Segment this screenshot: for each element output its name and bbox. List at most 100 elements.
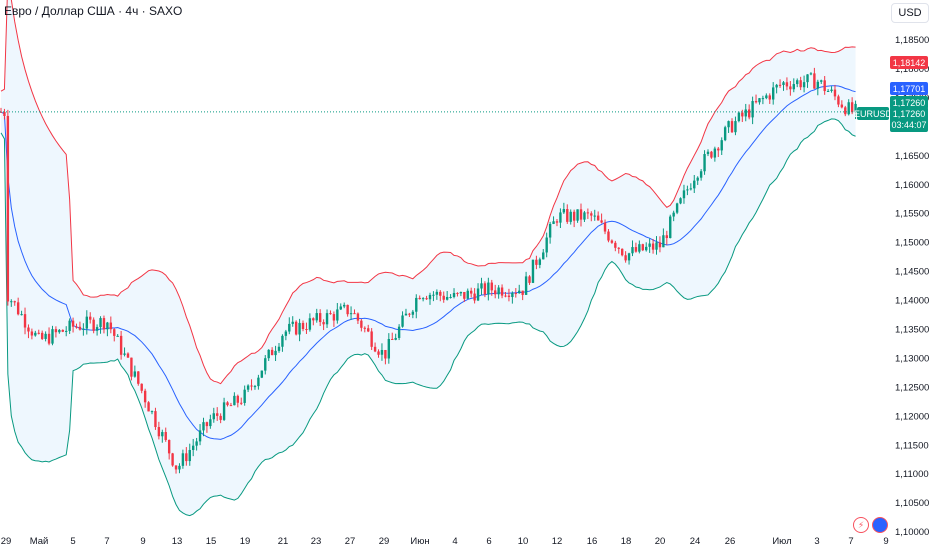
candle-body — [154, 411, 157, 428]
candle-body — [349, 313, 353, 315]
candle-body — [799, 80, 802, 88]
candle-body — [16, 302, 20, 315]
candle-body — [202, 422, 205, 431]
candle-body — [473, 293, 476, 301]
time-tick-label: 6 — [486, 536, 491, 547]
candle-body — [518, 290, 521, 294]
price-tick-label: 1,11500 — [895, 440, 929, 451]
candle-body — [720, 140, 723, 151]
candle-body — [298, 322, 301, 335]
candle-body — [343, 304, 346, 307]
time-tick-label: 7 — [104, 536, 109, 547]
candle-body — [284, 331, 288, 336]
candle-body — [236, 395, 240, 403]
candle-body — [679, 198, 682, 204]
candle-body — [209, 419, 212, 427]
band-fill — [1, 0, 856, 516]
candle-body — [542, 252, 545, 260]
time-tick-label: 26 — [725, 536, 736, 547]
symbol-tag — [857, 107, 889, 120]
price-axis[interactable]: 1,185001,180001,175001,165001,160001,155… — [895, 35, 929, 538]
time-tick-label: 13 — [172, 536, 183, 547]
candle-body — [439, 291, 442, 296]
candle-body — [627, 253, 631, 261]
lightning-icon[interactable]: ⚡ — [853, 517, 869, 533]
time-tick-label: Июн — [410, 536, 429, 547]
candle-body — [730, 121, 734, 133]
candle-body — [171, 453, 174, 466]
candle-body — [246, 385, 250, 390]
candle-body — [229, 405, 233, 407]
candle-body — [651, 243, 655, 250]
candle-body — [30, 331, 34, 336]
currency-button[interactable]: USD — [891, 3, 929, 23]
candle-body — [717, 148, 720, 151]
candle-body — [782, 82, 785, 86]
candle-body — [830, 89, 833, 91]
candle-body — [370, 331, 373, 347]
candle-body — [844, 107, 847, 115]
time-tick-label: 18 — [621, 536, 632, 547]
candle-body — [243, 389, 246, 403]
price-tick-label: 1,14500 — [895, 267, 929, 278]
time-tick-label: 29 — [1, 536, 12, 547]
time-axis[interactable]: 29 Май 5 7 9 13 15 19 21 23 27 29 Июн 4 6 10 12 16 18 20 24 2… — [1, 536, 889, 547]
price-tick-label: 1,18500 — [895, 35, 929, 46]
candle-body — [384, 349, 387, 359]
time-tick-label: Май — [30, 536, 49, 547]
price-tick-label: 1,15000 — [895, 238, 929, 249]
candle-body — [119, 335, 123, 355]
candle-body — [174, 465, 178, 470]
candle-body — [130, 357, 133, 377]
candle-body — [61, 329, 64, 332]
candle-body — [140, 383, 143, 391]
candle-body — [850, 102, 854, 113]
candle-body — [3, 111, 6, 116]
candle-body — [706, 151, 710, 155]
candle-body — [826, 90, 830, 92]
candle-body — [778, 84, 782, 86]
candle-body — [123, 353, 126, 355]
candle-body — [367, 328, 370, 332]
candle-body — [92, 319, 95, 331]
candle-body — [833, 89, 837, 97]
candle-body — [514, 293, 517, 295]
candle-body — [240, 402, 243, 404]
candle-body — [607, 231, 610, 241]
time-tick-label: 16 — [587, 536, 598, 547]
candle-body — [483, 283, 487, 295]
candle-body — [854, 103, 857, 113]
candle-body — [538, 259, 542, 265]
candle-body — [789, 86, 792, 90]
candle-body — [219, 415, 222, 420]
price-tick-label: 1,12000 — [895, 411, 929, 422]
symbol-title[interactable]: Евро / Доллар США · 4ч · SAXO — [4, 4, 183, 18]
candle-body — [435, 291, 439, 295]
globe-icon[interactable] — [872, 517, 888, 533]
candle-body — [116, 335, 119, 337]
candle-body — [459, 291, 463, 294]
candle-body — [823, 80, 826, 92]
candle-body — [85, 316, 88, 329]
candle-body — [325, 313, 329, 325]
time-tick-label: 19 — [240, 536, 251, 547]
candle-body — [686, 189, 689, 191]
price-tick-label: 1,14000 — [895, 296, 929, 307]
candle-body — [737, 112, 741, 122]
candle-body — [528, 276, 531, 283]
candle-body — [0, 111, 3, 113]
candle-body — [487, 282, 490, 295]
candle-body — [109, 322, 113, 330]
candle-body — [421, 298, 425, 300]
candle-body — [222, 402, 226, 420]
candle-body — [137, 371, 140, 384]
candle-body — [696, 177, 699, 181]
candle-body — [6, 115, 10, 302]
candle-body — [590, 213, 593, 216]
candle-body — [665, 235, 669, 239]
candle-body — [133, 371, 137, 377]
candle-body — [638, 244, 641, 252]
price-tick-label: 1,16500 — [895, 151, 929, 162]
candle-body — [20, 314, 23, 316]
